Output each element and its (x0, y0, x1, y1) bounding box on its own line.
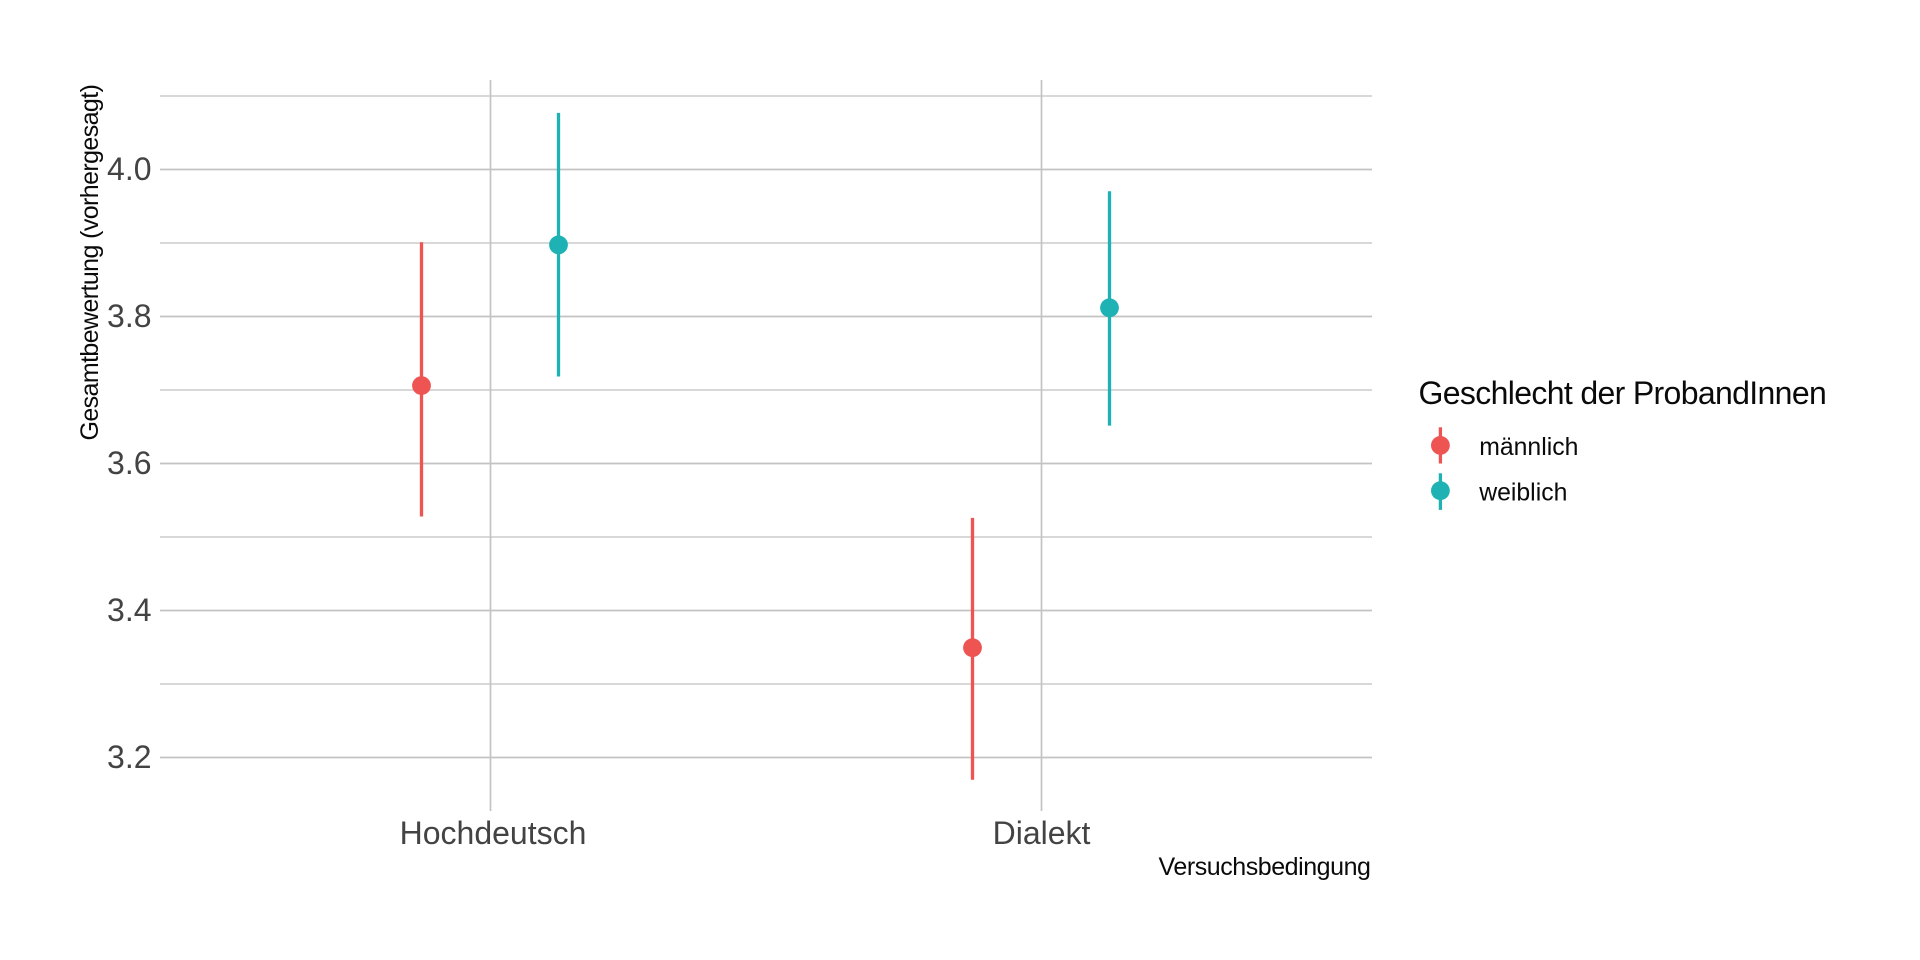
svg-text:weiblich: weiblich (1478, 479, 1567, 506)
svg-text:Dialekt: Dialekt (993, 815, 1091, 851)
svg-text:Versuchsbedingung: Versuchsbedingung (1159, 853, 1371, 881)
svg-text:3.4: 3.4 (107, 592, 151, 628)
svg-text:Hochdeutsch: Hochdeutsch (400, 815, 587, 851)
svg-text:4.0: 4.0 (107, 151, 151, 187)
svg-text:männlich: männlich (1479, 434, 1578, 461)
svg-text:3.6: 3.6 (107, 445, 151, 481)
svg-text:Gesamtbewertung (vorhergesagt): Gesamtbewertung (vorhergesagt) (76, 85, 104, 441)
svg-text:3.8: 3.8 (107, 298, 151, 334)
svg-text:3.2: 3.2 (107, 739, 151, 775)
svg-text:Geschlecht der ProbandInnen: Geschlecht der ProbandInnen (1419, 375, 1827, 411)
